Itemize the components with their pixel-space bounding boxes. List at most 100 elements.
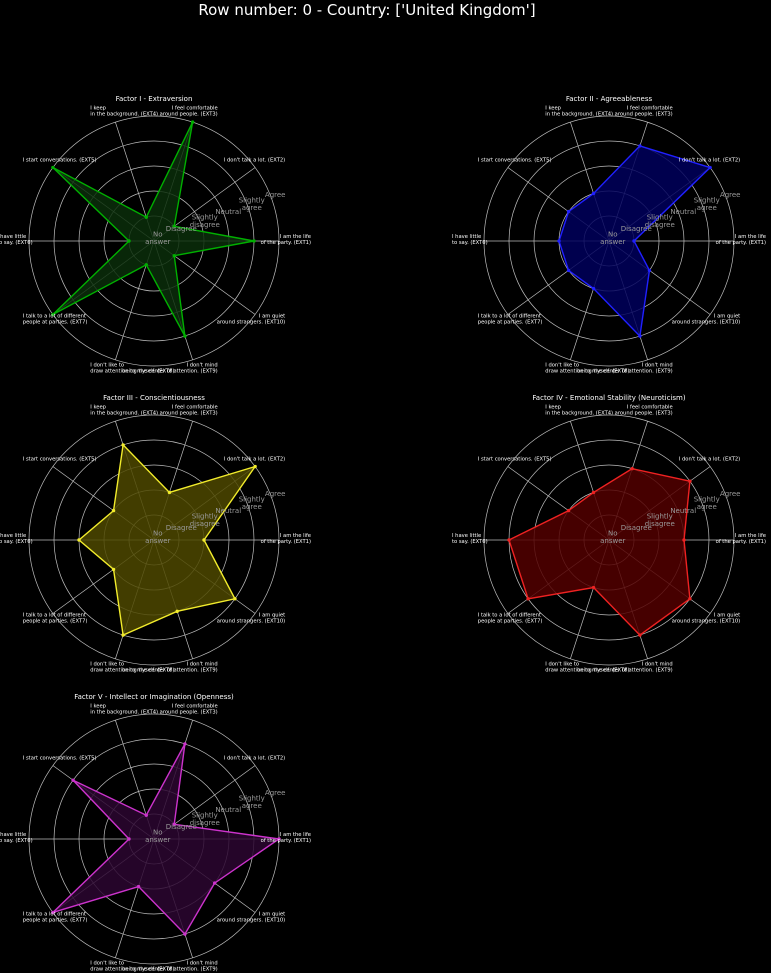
radial-label: No answer xyxy=(600,231,625,247)
data-point xyxy=(127,239,131,243)
data-point xyxy=(233,597,237,601)
data-point xyxy=(183,932,187,936)
axis-label: I start conversations. (EXT5) xyxy=(23,756,97,762)
axis-label: I feel comfortable around people. (EXT3) xyxy=(615,106,673,118)
data-point xyxy=(172,224,176,229)
axis-label: I feel comfortable around people. (EXT3) xyxy=(615,405,673,417)
radial-label: Neutral xyxy=(670,208,696,216)
data-point xyxy=(111,508,116,513)
data-point xyxy=(252,239,256,243)
axis-label: I talk to a lot of different people at pa… xyxy=(23,612,88,624)
data-point xyxy=(51,312,55,317)
radial-label: Disagree xyxy=(166,225,197,233)
axis-label: I don't like to draw attention to myself.… xyxy=(545,661,629,673)
data-point xyxy=(167,490,172,495)
axis-label: I am the life of the party. (EXT1) xyxy=(716,533,766,545)
data-point xyxy=(144,263,148,267)
data-point xyxy=(144,813,148,817)
data-point xyxy=(566,508,571,513)
radial-label: Slightly disagree xyxy=(190,214,220,230)
axis-label: I am quiet around strangers. (EXT10) xyxy=(217,313,285,325)
data-point xyxy=(591,490,596,495)
data-point xyxy=(638,633,642,637)
data-point xyxy=(591,585,596,590)
radial-label: Slightly disagree xyxy=(190,812,220,828)
data-point xyxy=(591,191,596,196)
axis-label: I don't like to draw attention to myself.… xyxy=(545,362,629,374)
data-point xyxy=(127,837,131,841)
axis-label: I keep in the background. (EXT4) xyxy=(545,405,613,417)
radial-label: No answer xyxy=(600,530,625,546)
axis-label: I keep in the background. (EXT4) xyxy=(90,405,158,417)
radial-label: Neutral xyxy=(215,507,241,515)
axis-label: I talk to a lot of different people at pa… xyxy=(23,911,88,923)
axis-label: I don't talk a lot. (EXT2) xyxy=(224,756,285,762)
radial-label: Slightly disagree xyxy=(645,513,675,529)
radial-label: Disagree xyxy=(621,225,652,233)
data-point xyxy=(566,209,571,214)
axis-label: I feel comfortable around people. (EXT3) xyxy=(160,405,218,417)
radial-label: Slightly agree xyxy=(239,196,265,212)
radar-panel-2: Factor II - Agreeableness No answerDisagre… xyxy=(452,95,766,374)
data-point xyxy=(144,215,148,219)
axis-label: I talk to a lot of different people at pa… xyxy=(23,313,88,325)
axis-label: I don't mind being the center of attentio… xyxy=(122,362,218,374)
axis-label: I don't talk a lot. (EXT2) xyxy=(679,457,740,463)
data-point xyxy=(630,466,634,471)
radial-label: Slightly agree xyxy=(694,196,720,212)
axis-label: I feel comfortable around people. (EXT3) xyxy=(160,704,218,716)
axis-label: I don't mind being the center of attentio… xyxy=(122,960,218,972)
axis-label: I talk to a lot of different people at pa… xyxy=(478,612,543,624)
radar-panel-4: Factor IV - Emotional Stability (Neuroti… xyxy=(452,394,766,673)
radial-label: Neutral xyxy=(215,806,241,814)
axis-label: I keep in the background. (EXT4) xyxy=(90,106,158,118)
data-point xyxy=(632,239,636,243)
axis-label: I don't talk a lot. (EXT2) xyxy=(224,158,285,164)
axis-label: I don't like to draw attention to myself.… xyxy=(90,362,174,374)
data-point xyxy=(190,120,195,124)
radial-label: Slightly agree xyxy=(239,794,265,810)
axis-label: I keep in the background. (EXT4) xyxy=(545,106,613,118)
data-point xyxy=(172,253,176,258)
radial-label: Slightly agree xyxy=(694,495,720,511)
axis-label: I don't talk a lot. (EXT2) xyxy=(679,158,740,164)
data-point xyxy=(183,334,187,338)
data-point xyxy=(688,479,692,483)
radial-label: Neutral xyxy=(215,208,241,216)
radar-panel-5: Factor V - Intellect or Imagination (Ope… xyxy=(0,693,311,972)
data-point xyxy=(202,538,206,542)
radial-label: No answer xyxy=(145,530,170,546)
radial-label: Disagree xyxy=(166,524,197,532)
radial-label: Disagree xyxy=(166,823,197,831)
data-point xyxy=(647,268,652,273)
radial-label: Neutral xyxy=(670,507,696,515)
data-point xyxy=(591,286,596,291)
radial-label: Agree xyxy=(265,490,286,498)
data-point xyxy=(77,538,81,542)
data-point xyxy=(557,239,561,243)
axis-label: I don't like to draw attention to myself.… xyxy=(90,661,174,673)
axis-label: I start conversations. (EXT5) xyxy=(23,158,97,164)
axis-label: I start conversations. (EXT5) xyxy=(478,457,552,463)
radial-label: Agree xyxy=(265,191,286,199)
data-point xyxy=(526,597,530,601)
data-point xyxy=(111,567,116,572)
series-area xyxy=(508,467,691,637)
panel-title: Factor III - Conscientiousness xyxy=(103,394,205,402)
data-point xyxy=(277,837,281,841)
radial-label: No answer xyxy=(145,231,170,247)
radial-label: Agree xyxy=(720,490,741,498)
axis-label: I don't talk a lot. (EXT2) xyxy=(224,457,285,463)
axis-label: I am quiet around strangers. (EXT10) xyxy=(217,911,285,923)
data-point xyxy=(121,443,125,447)
axis-label: I don't mind being the center of attentio… xyxy=(577,362,673,374)
data-point xyxy=(51,910,55,915)
axis-label: I start conversations. (EXT5) xyxy=(478,158,552,164)
axis-label: I don't mind being the center of attentio… xyxy=(577,661,673,673)
radial-label: Slightly disagree xyxy=(645,214,675,230)
panel-title: Factor I - Extraversion xyxy=(116,95,193,103)
